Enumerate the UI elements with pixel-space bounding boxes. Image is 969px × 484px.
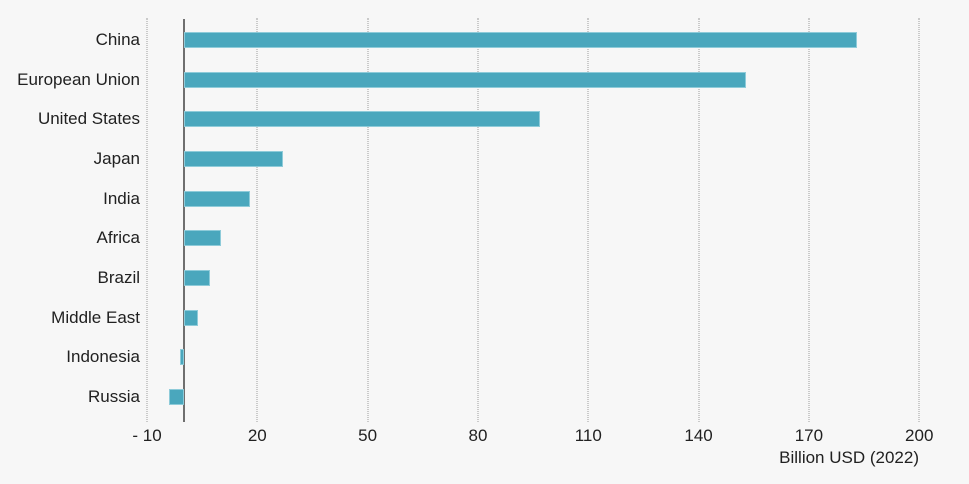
x-tick-label: 50 [358,426,378,445]
category-label-indonesia: Indonesia [66,347,140,367]
bar-china [183,31,857,48]
bar-africa [183,230,221,247]
bar-brazil [183,270,210,287]
gridline [698,18,700,422]
gridline [587,18,589,422]
category-label-united-states: United States [37,109,140,129]
category-label-russia: Russia [88,387,140,407]
gridline [256,18,258,422]
bar-japan [183,150,284,167]
x-tick-label: 140 [684,426,713,445]
bar-middle-east [183,309,199,326]
gridline [146,18,148,422]
gridline [918,18,920,422]
x-axis-title: Billion USD (2022) [779,448,919,467]
x-tick-label: 170 [794,426,824,445]
category-label-china: China [95,29,140,49]
category-label-india: India [103,188,140,208]
plot-area [146,18,956,422]
gridline [477,18,479,422]
y-axis-labels: China European Union United States Japan Ind… [0,0,140,484]
category-label-european-union: European Union [17,69,140,89]
gridline [808,18,810,422]
zero-axis-line [182,19,185,422]
bar-indonesia [180,349,184,366]
category-label-africa: Africa [96,228,140,248]
gridline [367,18,369,422]
category-label-japan: Japan [93,148,140,168]
bar-india [183,190,250,207]
x-tick-label: 20 [247,426,267,445]
x-tick-label: 200 [905,426,934,445]
bar-european-union [183,71,747,88]
x-tick-label: 110 [574,426,602,445]
bar-united-states [183,111,541,128]
bar-russia [169,389,184,406]
category-label-middle-east: Middle East [51,307,140,327]
category-label-brazil: Brazil [97,268,140,288]
x-tick-label: 80 [468,426,488,445]
